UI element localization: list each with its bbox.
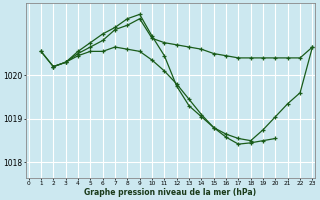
X-axis label: Graphe pression niveau de la mer (hPa): Graphe pression niveau de la mer (hPa) bbox=[84, 188, 257, 197]
